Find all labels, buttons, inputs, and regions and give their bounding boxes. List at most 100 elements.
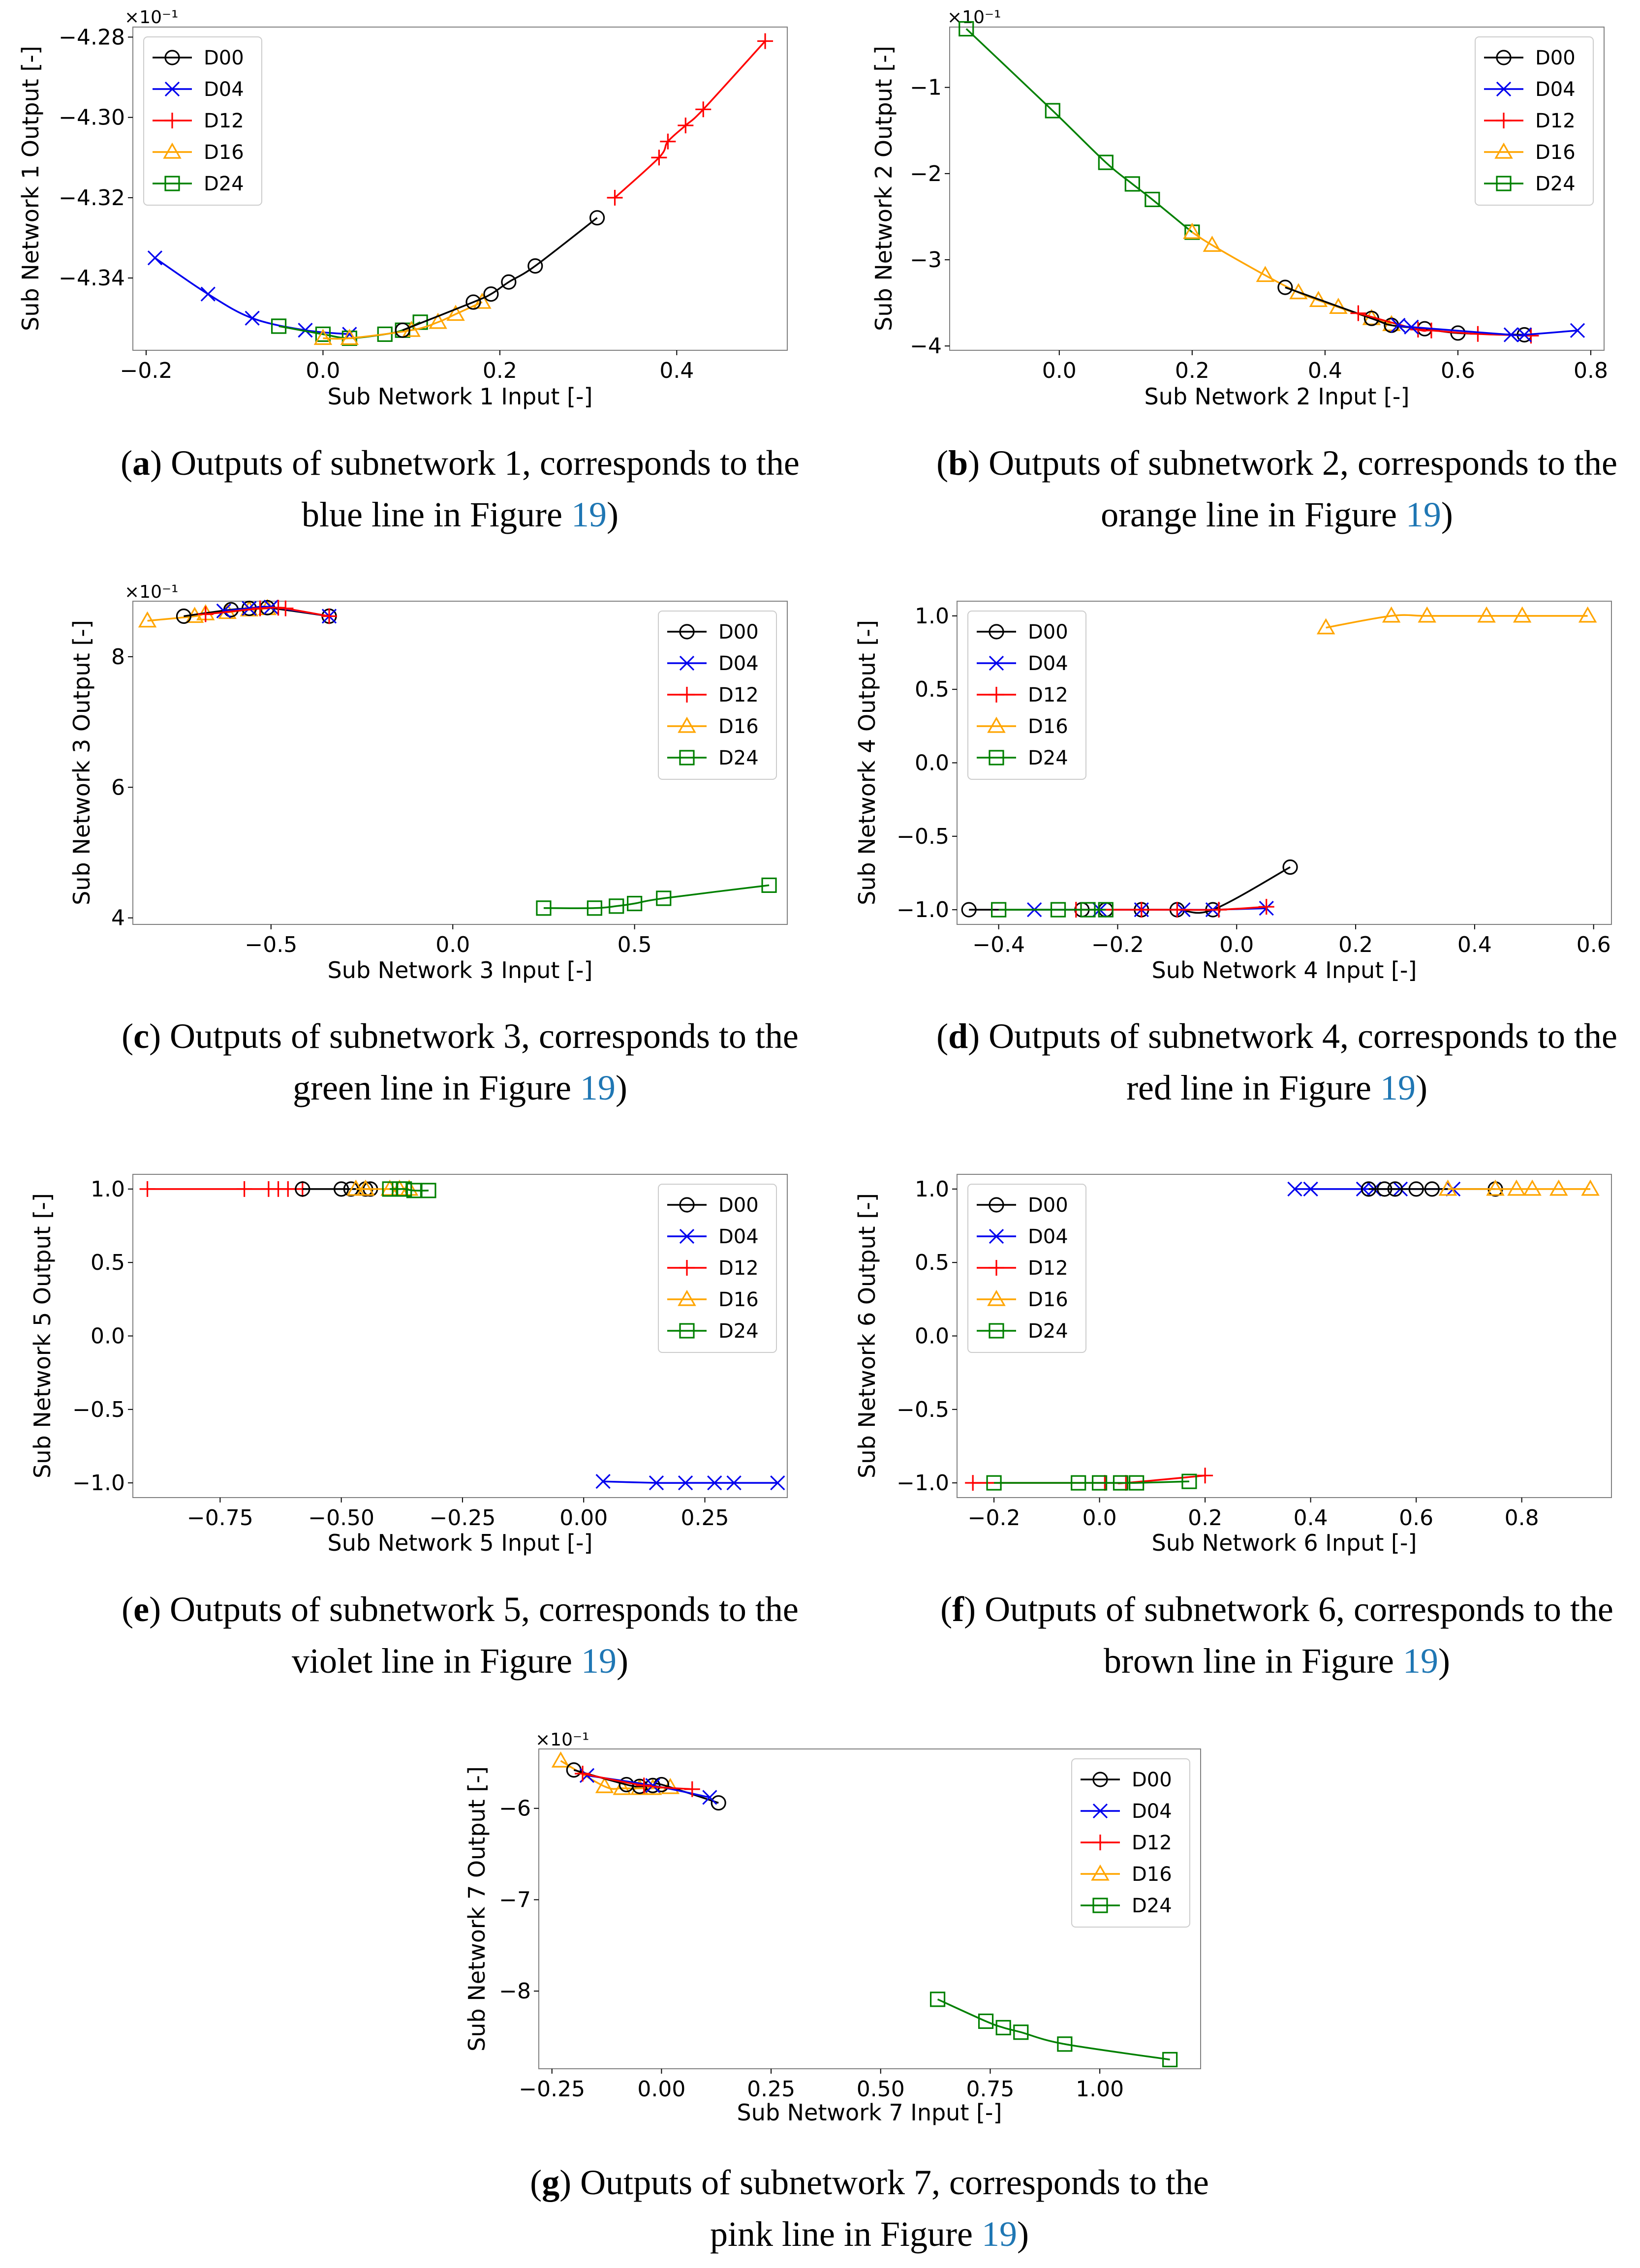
data-point <box>1181 1473 1197 1489</box>
series-layer <box>551 1751 1178 2068</box>
axis-multiplier: ×10⁻¹ <box>124 582 178 602</box>
data-point <box>707 1475 722 1491</box>
data-point <box>651 150 667 166</box>
data-point <box>334 1181 349 1197</box>
legend-label: D04 <box>718 1226 759 1248</box>
data-point <box>679 1323 695 1339</box>
data-point <box>1418 606 1436 623</box>
data-point <box>1361 1181 1377 1197</box>
data-point <box>164 176 180 191</box>
x-tick-label: −0.2 <box>120 358 173 383</box>
caption-text: Outputs of subnetwork 3, corresponds to … <box>170 1016 799 1056</box>
data-point <box>147 250 163 266</box>
series-layer <box>138 599 777 916</box>
caption-text-2: pink line in Figure <box>710 2214 982 2254</box>
y-tick-label: 0.5 <box>915 677 949 702</box>
data-point <box>987 716 1006 733</box>
data-point <box>989 1323 1004 1339</box>
data-point <box>679 1228 695 1244</box>
legend-box <box>143 36 262 206</box>
y-tick-label: −4.30 <box>59 105 125 130</box>
y-tick-label: −3 <box>910 247 942 273</box>
figure-ref-link[interactable]: 19 <box>982 2214 1017 2254</box>
figure-ref-link[interactable]: 19 <box>571 495 607 534</box>
data-point <box>678 117 694 133</box>
data-point <box>1424 1181 1440 1197</box>
caption-text: Outputs of subnetwork 2, corresponds to … <box>989 443 1617 483</box>
legend: D00 D04 D12 D16 D24 <box>967 611 1086 780</box>
data-point <box>679 1197 695 1213</box>
y-tick-label: −8 <box>499 1979 531 2004</box>
x-ticks: −0.2 0.0 0.2 0.4 <box>120 350 694 383</box>
y-tick-label: 0.0 <box>915 751 949 776</box>
data-point <box>421 1183 436 1198</box>
data-point <box>1183 222 1202 239</box>
y-tick-label: 1.0 <box>915 604 949 629</box>
data-point <box>1516 327 1532 342</box>
data-point <box>987 1289 1006 1306</box>
data-point <box>1203 236 1222 252</box>
legend: D00 D04 D12 D16 D24 <box>1475 36 1594 206</box>
legend-label: D04 <box>1028 652 1068 675</box>
data-point <box>660 133 676 150</box>
data-point <box>1091 1864 1110 1881</box>
data-point <box>645 1778 660 1793</box>
data-point <box>1256 266 1275 282</box>
data-point <box>1503 327 1519 342</box>
data-point <box>684 1781 700 1797</box>
legend-label: D04 <box>718 652 759 675</box>
caption-close: ) <box>1441 495 1453 534</box>
data-point <box>245 310 260 326</box>
figure-ref-link[interactable]: 19 <box>1403 1641 1438 1681</box>
data-point <box>1549 1179 1568 1196</box>
caption-line-1: (d) Outputs of subnetwork 4, corresponds… <box>936 1016 1617 1056</box>
data-point <box>627 895 643 912</box>
y-axis-label: Sub Network 4 Output [-] <box>854 620 880 905</box>
data-point <box>1092 1835 1108 1850</box>
y-axis-label: Sub Network 3 Output [-] <box>68 620 95 905</box>
caption-line-2: pink line in Figure 19) <box>710 2214 1029 2254</box>
data-point <box>587 900 602 916</box>
figure-ref-link[interactable]: 19 <box>1406 495 1441 534</box>
data-point <box>761 877 777 893</box>
legend-label: D24 <box>1028 1320 1068 1343</box>
data-point <box>236 1181 252 1197</box>
x-tick-label: 0.5 <box>618 932 652 957</box>
y-ticks: 4 6 8 <box>111 644 133 931</box>
caption-letter: e <box>133 1590 149 1629</box>
data-point <box>164 113 180 128</box>
panel-c: ×10⁻¹ Sub Network 3 Input [-] Sub Networ… <box>68 582 799 1107</box>
plot-frame <box>132 601 788 925</box>
data-point <box>1211 902 1227 918</box>
caption-letter: f <box>952 1590 964 1629</box>
data-point <box>991 902 1007 918</box>
x-tick-label: 0.75 <box>966 2077 1014 2102</box>
data-point <box>1162 2052 1178 2068</box>
y-axis-label: Sub Network 1 Output [-] <box>17 46 44 331</box>
y-ticks: −1.0 −0.5 0.0 0.5 1.0 <box>897 1177 957 1496</box>
x-tick-label: −0.5 <box>245 932 297 957</box>
caption-close: ) <box>1416 1068 1427 1107</box>
data-point <box>356 1179 375 1196</box>
data-point <box>1080 902 1096 918</box>
legend-label: D16 <box>718 715 759 738</box>
data-point <box>1356 1181 1371 1196</box>
caption-line-1: (b) Outputs of subnetwork 2, corresponds… <box>936 443 1617 483</box>
x-tick-label: −0.25 <box>519 2077 585 2102</box>
figure-ref-link[interactable]: 19 <box>1380 1068 1416 1107</box>
data-point <box>757 33 774 49</box>
caption-letter: c <box>133 1016 149 1056</box>
figure-ref-link[interactable]: 19 <box>581 1641 617 1681</box>
data-point <box>1470 326 1486 342</box>
legend-label: D00 <box>1132 1769 1172 1791</box>
y-tick-label: −1.0 <box>897 897 949 922</box>
y-tick-label: −6 <box>499 1796 531 1821</box>
x-tick-label: 0.00 <box>637 2077 685 2102</box>
data-point <box>678 1475 693 1491</box>
figure-ref-link[interactable]: 19 <box>580 1068 616 1107</box>
legend: D00 D04 D12 D16 D24 <box>658 611 777 780</box>
series-layer <box>961 606 1597 918</box>
data-point <box>1507 1179 1526 1196</box>
x-axis-label: Sub Network 3 Input [-] <box>328 957 593 983</box>
